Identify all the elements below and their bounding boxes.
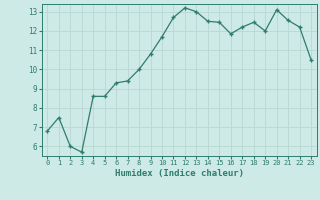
X-axis label: Humidex (Indice chaleur): Humidex (Indice chaleur) bbox=[115, 169, 244, 178]
